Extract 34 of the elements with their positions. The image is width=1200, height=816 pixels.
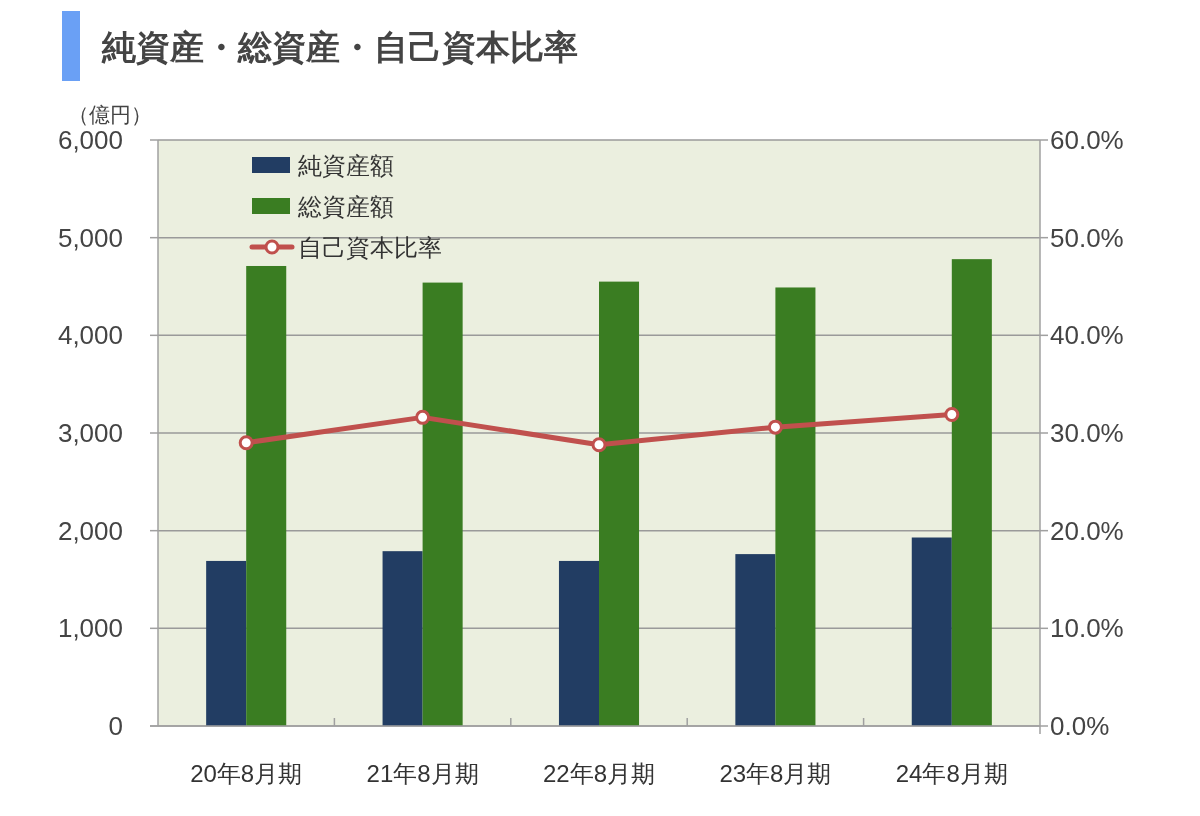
bar <box>422 282 463 726</box>
y2-tick-label: 20.0% <box>1050 515 1124 546</box>
bar <box>382 551 423 726</box>
y-tick-label: 4,000 <box>57 320 123 351</box>
y2-tick-label: 10.0% <box>1050 613 1124 644</box>
y-tick-label: 2,000 <box>57 515 123 546</box>
bar <box>951 259 992 726</box>
x-tick-label: 21年8月期 <box>366 760 479 787</box>
x-tick-label: 20年8月期 <box>190 760 303 787</box>
x-tick-label: 22年8月期 <box>542 760 656 787</box>
y2-tick-label: 0.0% <box>1050 711 1110 741</box>
y-tick-label: 0 <box>108 711 123 741</box>
legend-label: 純資産額 <box>298 152 394 179</box>
y2-tick-label: 50.0% <box>1050 222 1124 253</box>
bar <box>206 560 247 726</box>
y-tick-label: 6,000 <box>57 125 123 155</box>
chart-title: 純資産・総資産・自己資本比率 <box>101 28 578 66</box>
y-axis-title: （億円） <box>68 103 152 126</box>
bar <box>558 560 599 726</box>
bar <box>246 265 287 726</box>
legend-label: 総資産額 <box>297 193 394 220</box>
x-tick-label: 24年8月期 <box>895 760 1008 787</box>
y-tick-label: 1,000 <box>57 613 123 644</box>
legend-label: 自己資本比率 <box>298 234 442 261</box>
y-tick-label: 5,000 <box>57 222 123 253</box>
bar <box>775 287 816 726</box>
y2-tick-label: 40.0% <box>1050 320 1124 351</box>
x-tick-label: 23年8月期 <box>719 760 832 787</box>
y2-tick-label: 30.0% <box>1050 418 1124 448</box>
bar <box>599 281 640 726</box>
bar <box>911 537 952 726</box>
y-tick-label: 3,000 <box>57 418 123 448</box>
y2-tick-label: 60.0% <box>1050 125 1124 155</box>
bar <box>735 554 776 726</box>
